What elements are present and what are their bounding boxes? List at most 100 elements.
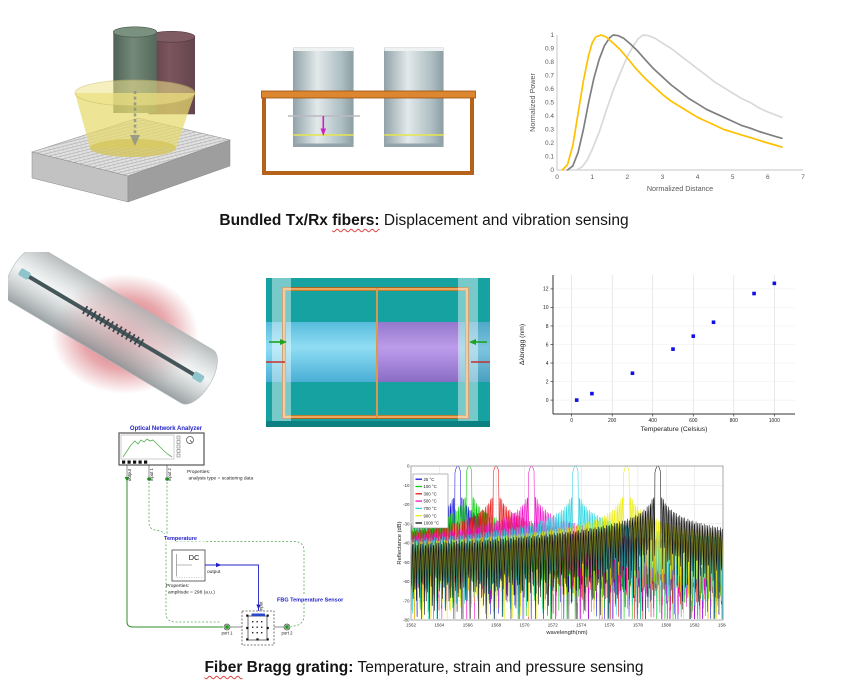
temperature-label: Temperature [164, 536, 197, 542]
legend-label: 25 °C [424, 477, 435, 482]
data-point [711, 320, 716, 325]
y-tick-label: 0.6 [545, 86, 554, 93]
x-tick-label: 1 [590, 174, 594, 181]
sim-grating-section [377, 322, 460, 382]
displacement-arrow [320, 116, 327, 136]
legend-label: 100 °C [424, 484, 437, 489]
y-tick-label: -50 [403, 560, 410, 565]
ona-button-column [176, 435, 181, 458]
y-tick-label: 12 [543, 287, 549, 293]
y-axis-title: Δλbragg (nm) [519, 324, 526, 365]
ona-input1-port [147, 477, 151, 481]
ona-input2-label: input 2 [167, 467, 172, 481]
ona-display [120, 434, 175, 460]
sim-annotations [266, 339, 490, 363]
x-tick-label: 1570 [519, 623, 530, 628]
y-tick-label: 0.9 [545, 46, 554, 53]
sim-input-arrow [269, 339, 287, 345]
ona-trace [122, 438, 173, 458]
optisystem-diagram: Optical Network Analyzer output [118, 426, 348, 646]
fiber-core [18, 268, 205, 383]
fbg-component: port 1 port 2 [222, 610, 293, 646]
y-axis-title: Reflectance (dB) [397, 521, 403, 564]
x-tick-label: 0 [570, 418, 573, 424]
dc-source: DC output Properties: amplitude = 298 (a… [166, 549, 221, 596]
x-tick-label: 1578 [633, 623, 644, 628]
y-tick-label: 0 [546, 398, 549, 404]
y-tick-label: 1 [550, 32, 554, 39]
temperature-label-bg [162, 534, 206, 542]
y-tick-label: 0.5 [545, 100, 554, 107]
data-point [590, 391, 594, 396]
y-tick-label: -40 [403, 541, 410, 546]
sim-center-divider [376, 288, 378, 418]
x-tick-label: 3 [661, 174, 665, 181]
displacement-setup-illustration [261, 47, 476, 175]
ona-properties-value: analysis type = scattering data [189, 476, 254, 482]
y-tick-label: 0.8 [545, 59, 554, 66]
x-tick-label: 1584 [718, 623, 726, 628]
bragg-chart-svg: 0 200 400 600 800 1000 0 2 4 6 8 10 12 Temperature (C… [519, 275, 795, 433]
x-tick-label: 1566 [463, 623, 474, 628]
x-tick-label: 1000 [769, 418, 780, 424]
optical-network-analyzer: Optical Network Analyzer output [118, 426, 254, 482]
dc-label: DC [189, 553, 200, 562]
y-axis-title: Normalized Power [528, 73, 537, 132]
x-tick-label: 1572 [548, 623, 559, 628]
y-tick-label: -70 [403, 598, 410, 603]
fbg-input-bar [251, 613, 265, 617]
x-tick-label: 1580 [661, 623, 672, 628]
fbg-port1-label: port 1 [222, 631, 234, 636]
ona-title: Optical Network Analyzer [130, 426, 203, 432]
y-tick-label: 0.7 [545, 73, 554, 80]
y-tick-label: -20 [403, 502, 410, 507]
sim-port-region-left [272, 278, 291, 427]
x-axis-title: Temperature (Celsius) [641, 426, 708, 433]
caption-bundled: Bundled Tx/Rx fibers: Displacement and v… [0, 208, 848, 234]
x-tick-label: 200 [608, 418, 617, 424]
sim-bottom-strip [266, 421, 490, 427]
x-tick-label: 1574 [576, 623, 587, 628]
core-end-left [18, 268, 31, 280]
legend-label: 300 °C [424, 491, 437, 496]
dc-properties-title: Properties: [166, 583, 189, 589]
fbg-fiber-illustration [8, 252, 223, 414]
ona-bottom-buttons [122, 460, 148, 464]
caption-bundled-rest: Displacement and vibration sensing [379, 212, 629, 229]
ona-input1-label: input 1 [149, 467, 154, 481]
bragg-shift-chart: 0 200 400 600 800 1000 0 2 4 6 8 10 12 Temperature (C… [513, 262, 845, 439]
frame-top-bar [261, 90, 476, 99]
power-chart-svg: 0 0.1 0.2 0.3 0.4 0.5 0.6 0.7 0.8 0.9 1 0 1 2 3 4 5 6 7 Nor… [528, 32, 805, 193]
wire-output-to-port1 [126, 481, 223, 628]
y-tick-label: 0 [407, 464, 410, 469]
caption-bundled-bold: Bundled Tx/Rx fibers: [219, 212, 379, 229]
fbg-grating-dots [252, 621, 263, 634]
x-tick-label: 1576 [605, 623, 616, 628]
y-tick-label: 4 [546, 361, 549, 367]
spectra-chart-svg: 1562 1564 1566 1568 1570 1572 1574 1576 1578 1580… [397, 464, 729, 636]
y-tick-label: 0.4 [545, 113, 554, 120]
data-point [671, 347, 675, 351]
x-tick-label: 400 [649, 418, 658, 424]
data-point [630, 371, 635, 376]
sim-port-region-right [458, 278, 478, 427]
series-light-gray-pair [575, 34, 783, 171]
x-tick-label: 4 [696, 174, 700, 181]
series-dark-gray-pair [566, 34, 783, 171]
x-axis-title: wavelength(nm) [545, 630, 587, 636]
x-tick-label: 800 [730, 418, 739, 424]
ona-properties-title: Properties: [187, 469, 210, 475]
x-tick-label: 1562 [406, 623, 417, 628]
vibration-arrow [130, 91, 140, 146]
ona-input2-port [165, 477, 169, 481]
legend-label: 1000 °C [424, 521, 440, 526]
y-tick-label: -10 [403, 483, 410, 488]
y-tick-label: 0 [550, 167, 554, 174]
fiber-body [8, 252, 218, 405]
plot-border [410, 465, 724, 621]
y-tick-label: 0.1 [545, 154, 554, 161]
bundled-fiber-illustration [30, 26, 232, 203]
core-end-right [192, 371, 205, 383]
fbg-sensor-label: FBG Temperature Sensor [277, 598, 344, 604]
caption-bundled-bold-text: Bundled Tx/Rx [219, 212, 333, 229]
